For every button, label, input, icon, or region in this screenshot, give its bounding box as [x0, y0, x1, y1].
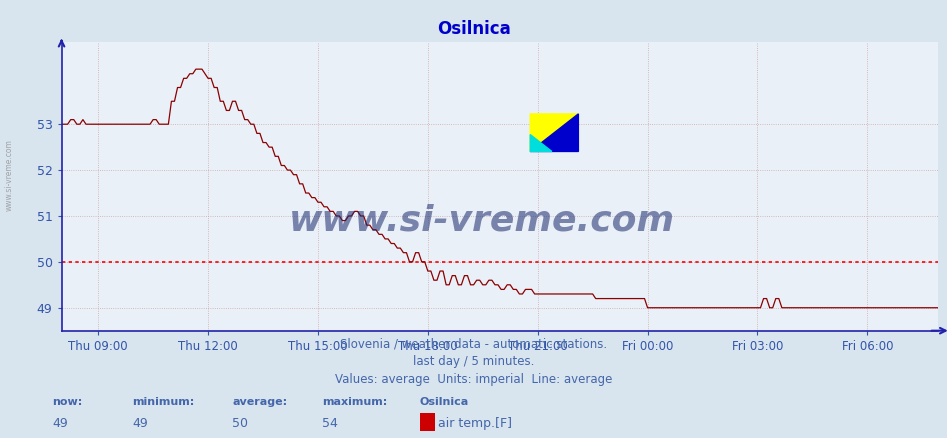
Text: minimum:: minimum:	[133, 397, 195, 407]
Text: Slovenia / weather data - automatic stations.
last day / 5 minutes.
Values: aver: Slovenia / weather data - automatic stat…	[335, 337, 612, 386]
Text: 49: 49	[133, 417, 149, 430]
Polygon shape	[530, 114, 579, 152]
Text: air temp.[F]: air temp.[F]	[438, 417, 512, 430]
Text: www.si-vreme.com: www.si-vreme.com	[5, 139, 14, 211]
Text: Osilnica: Osilnica	[437, 20, 510, 38]
Text: average:: average:	[232, 397, 287, 407]
Text: 54: 54	[322, 417, 338, 430]
Polygon shape	[530, 114, 579, 152]
Text: www.si-vreme.com: www.si-vreme.com	[289, 204, 675, 238]
Polygon shape	[530, 134, 552, 152]
Text: 50: 50	[232, 417, 248, 430]
Text: now:: now:	[52, 397, 82, 407]
Text: 49: 49	[52, 417, 68, 430]
Text: maximum:: maximum:	[322, 397, 387, 407]
Text: Osilnica: Osilnica	[420, 397, 469, 407]
